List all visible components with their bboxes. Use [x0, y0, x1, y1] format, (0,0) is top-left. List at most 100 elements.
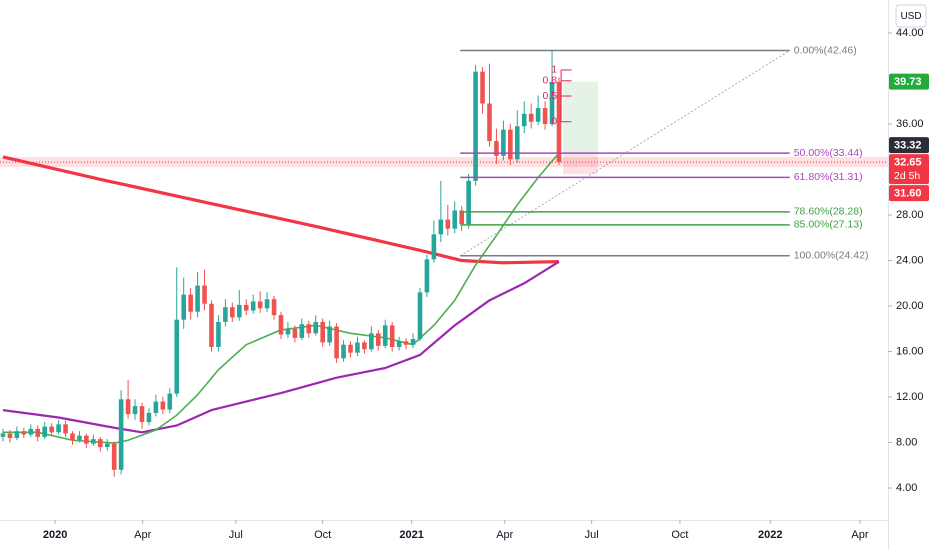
- y-tick-label: 44.00: [896, 27, 924, 39]
- candle-body: [167, 393, 173, 410]
- candle-body: [84, 435, 89, 444]
- candle-body: [508, 129, 513, 160]
- candle-body: [250, 301, 256, 311]
- candle-body: [285, 328, 291, 335]
- candle-body: [195, 285, 200, 312]
- x-tick-label: 2020: [43, 529, 67, 541]
- price-tag: [889, 154, 929, 185]
- candle-body: [313, 321, 319, 334]
- price-tag-label: 33.32: [894, 140, 922, 152]
- position-stop: [563, 154, 598, 175]
- y-tick-label: 28.00: [896, 209, 924, 221]
- candle-body: [375, 333, 381, 346]
- candle-body: [389, 325, 395, 347]
- candle-body: [243, 304, 249, 311]
- candle-body: [174, 319, 180, 394]
- candle-body: [7, 433, 13, 438]
- candle-body: [97, 439, 103, 448]
- candle-body: [230, 307, 235, 318]
- candle-body: [549, 81, 555, 124]
- candle-body: [473, 71, 478, 181]
- candle-body: [264, 299, 270, 309]
- candle-body: [521, 113, 527, 127]
- candle-body: [535, 108, 541, 122]
- candle-body: [35, 428, 41, 437]
- x-tick-label: Oct: [671, 529, 688, 541]
- candle-body: [202, 285, 207, 304]
- fib-label: 78.60%(28.28): [794, 206, 863, 218]
- candle-body: [160, 401, 166, 410]
- candle-body: [132, 406, 138, 415]
- x-tick-label: Apr: [134, 529, 151, 541]
- candle-body: [445, 219, 451, 229]
- candle-body: [327, 326, 332, 343]
- candle-body: [14, 431, 20, 438]
- candle-body: [209, 303, 214, 347]
- candle-body: [382, 325, 388, 346]
- small-fib-label: 0.8: [542, 75, 557, 87]
- candle-body: [104, 443, 110, 448]
- x-tick-label: 2022: [758, 529, 782, 541]
- candle-body: [21, 431, 27, 435]
- fib-label: 61.80%(31.31): [794, 171, 863, 183]
- y-tick-label: 4.00: [896, 482, 917, 494]
- y-tick-label: 8.00: [896, 436, 917, 448]
- candle-body: [236, 304, 242, 318]
- candle-body: [438, 219, 444, 235]
- price-tag-label: 31.60: [894, 188, 922, 200]
- candle-body: [28, 428, 34, 435]
- fib-trend-line: [460, 50, 790, 257]
- candle-body: [56, 424, 61, 433]
- small-fib-label: 0.5: [542, 90, 557, 102]
- small-fib-label: 0: [551, 116, 557, 128]
- candle-body: [139, 406, 145, 423]
- candle-body: [188, 294, 193, 312]
- candle-body: [348, 344, 353, 353]
- x-tick-label: Jul: [585, 529, 599, 541]
- candle-body: [320, 321, 325, 343]
- candle-body: [223, 307, 228, 322]
- x-tick-label: Apr: [496, 529, 513, 541]
- candle-body: [459, 210, 464, 225]
- candle-body: [111, 443, 117, 470]
- candle-body: [278, 315, 284, 335]
- candle-body: [146, 412, 152, 423]
- price-tag-label: 32.65: [894, 157, 922, 169]
- candle-body: [181, 294, 186, 320]
- moving-average: [2, 260, 560, 434]
- candle-body: [153, 401, 159, 413]
- candle-body: [542, 108, 548, 124]
- candle-body: [556, 81, 562, 163]
- fib-label: 50.00%(33.44): [794, 147, 863, 159]
- candle-body: [91, 439, 96, 444]
- x-tick-label: Jul: [229, 529, 243, 541]
- candle-body: [216, 321, 221, 347]
- candle-body: [77, 435, 82, 441]
- candle-body: [362, 342, 367, 350]
- y-tick-label: 16.00: [896, 345, 924, 357]
- position-target: [563, 81, 598, 155]
- candle-body: [452, 210, 458, 229]
- x-tick-label: Apr: [851, 529, 868, 541]
- candle-body: [271, 299, 277, 316]
- candle-body: [431, 234, 437, 260]
- candle-body: [341, 344, 346, 359]
- candle-body: [42, 426, 47, 437]
- price-tag: [889, 185, 929, 202]
- fib-label: 85.00%(27.13): [794, 219, 863, 231]
- candle-body: [306, 324, 312, 334]
- candle-body: [355, 342, 360, 353]
- candle-body: [501, 129, 506, 156]
- candle-body: [480, 71, 485, 104]
- candle-body: [424, 259, 430, 293]
- candle-body: [0, 433, 6, 437]
- x-tick-label: Oct: [314, 529, 331, 541]
- candle-body: [466, 180, 471, 225]
- currency-box[interactable]: [895, 4, 927, 28]
- y-tick-label: 24.00: [896, 254, 924, 266]
- fib-label: 100.00%(24.42): [794, 250, 869, 262]
- candle-body: [118, 399, 124, 470]
- candle-body: [403, 341, 409, 345]
- small-fib-label: 1: [551, 64, 557, 76]
